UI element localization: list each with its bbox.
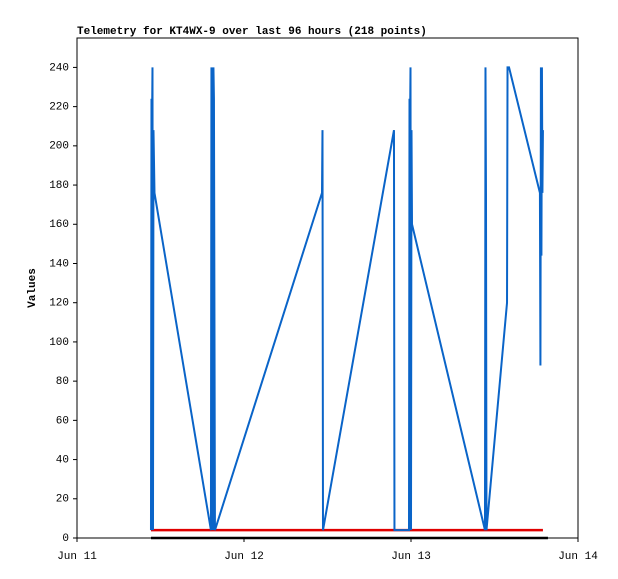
y-tick-label: 60 <box>56 415 69 427</box>
x-tick-label: Jun 13 <box>391 551 431 563</box>
x-tick-label: Jun 14 <box>558 551 598 563</box>
y-tick-label: 140 <box>49 258 69 270</box>
x-tick-label: Jun 12 <box>224 551 264 563</box>
x-tick-label: Jun 11 <box>57 551 97 563</box>
y-tick-label: 100 <box>49 337 69 349</box>
y-tick-label: 180 <box>49 180 69 192</box>
y-tick-label: 80 <box>56 376 69 388</box>
chart-title: Telemetry for KT4WX-9 over last 96 hours… <box>77 26 427 38</box>
y-tick-label: 160 <box>49 219 69 231</box>
y-tick-label: 200 <box>49 141 69 153</box>
y-tick-label: 40 <box>56 454 69 466</box>
y-axis-label: Values <box>27 268 39 308</box>
y-tick-label: 220 <box>49 102 69 114</box>
y-tick-label: 0 <box>62 533 69 545</box>
y-tick-label: 20 <box>56 494 69 506</box>
y-tick-label: 240 <box>49 62 69 74</box>
y-tick-label: 120 <box>49 298 69 310</box>
series-line <box>149 66 544 532</box>
